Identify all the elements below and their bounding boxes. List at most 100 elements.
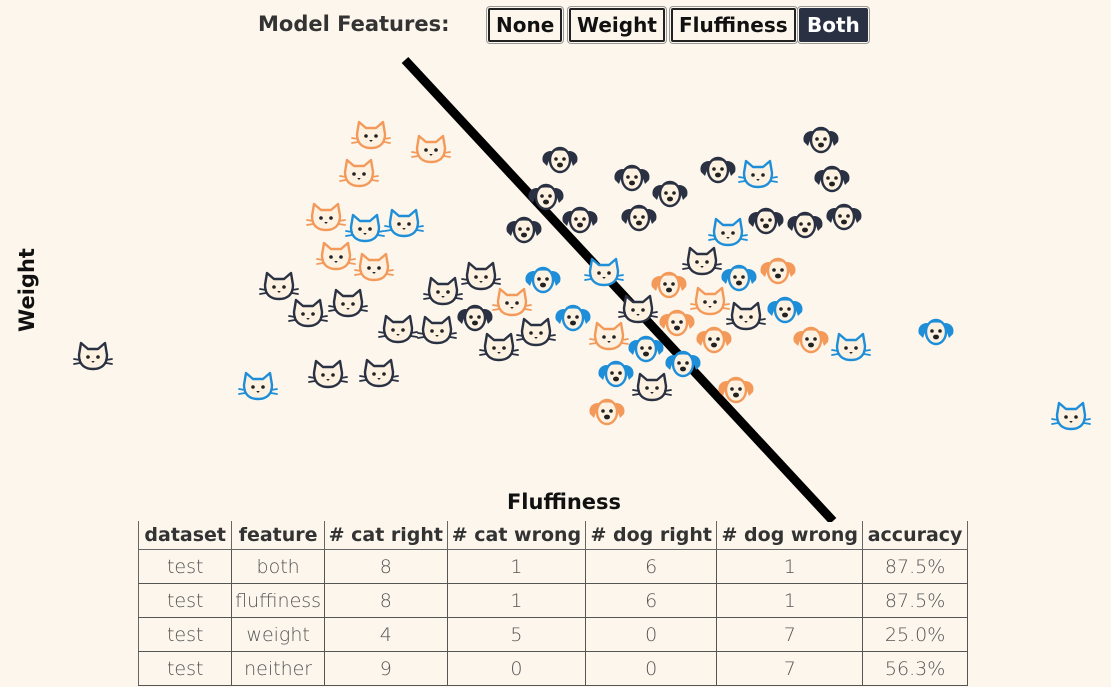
cell-dataset: test xyxy=(138,583,233,618)
dog-point-icon xyxy=(658,309,696,337)
decision-boundary-line xyxy=(401,56,837,522)
dog-point-icon xyxy=(825,203,863,231)
cat-point-icon xyxy=(327,288,369,318)
cell-cat-wrong: 1 xyxy=(446,549,587,584)
cat-point-icon xyxy=(307,359,349,389)
cell-dataset: test xyxy=(138,617,233,652)
cat-point-icon xyxy=(344,213,386,243)
cat-point-icon xyxy=(72,341,114,371)
feature-both-button[interactable]: Both xyxy=(799,8,868,42)
dog-point-icon xyxy=(786,211,824,239)
cat-point-icon xyxy=(460,261,502,291)
dog-point-icon xyxy=(759,257,797,285)
dog-point-icon xyxy=(766,296,804,324)
cat-point-icon xyxy=(491,287,533,317)
dog-point-icon xyxy=(456,304,494,332)
col-cat-right-header: # cat right xyxy=(324,521,448,550)
cell-feature: weight xyxy=(231,617,325,652)
cell-dog-wrong: 1 xyxy=(716,583,864,618)
cat-point-icon xyxy=(515,317,557,347)
col-dog-wrong-header: # dog wrong xyxy=(716,521,864,550)
dog-point-icon xyxy=(695,326,733,354)
dog-point-icon xyxy=(650,271,688,299)
cat-point-icon xyxy=(689,286,731,316)
dog-point-icon xyxy=(505,216,543,244)
cell-accuracy: 87.5% xyxy=(862,583,968,618)
table-header-row: dataset feature # cat right # cat wrong … xyxy=(138,521,968,550)
cat-point-icon xyxy=(287,298,329,328)
cat-point-icon xyxy=(338,158,380,188)
cell-feature: both xyxy=(231,549,325,584)
cat-point-icon xyxy=(707,217,749,247)
cell-cat-right: 8 xyxy=(323,583,448,618)
cell-cat-wrong: 5 xyxy=(446,617,587,652)
feature-weight-button[interactable]: Weight xyxy=(569,8,665,42)
cell-cat-wrong: 0 xyxy=(446,651,587,686)
cat-point-icon xyxy=(725,301,767,331)
cell-dog-wrong: 1 xyxy=(716,549,864,584)
cell-accuracy: 56.3% xyxy=(862,651,968,686)
cat-point-icon xyxy=(353,252,395,282)
cell-feature: fluffiness xyxy=(231,583,325,618)
table-row: test fluffiness 8 1 6 1 87.5% xyxy=(138,583,968,618)
results-table-container[interactable]: dataset feature # cat right # cat wrong … xyxy=(138,521,968,687)
col-cat-wrong-header: # cat wrong xyxy=(447,521,587,550)
dog-point-icon xyxy=(699,156,737,184)
cat-point-icon xyxy=(358,358,400,388)
cell-dataset: test xyxy=(138,651,233,686)
dog-point-icon xyxy=(627,335,665,363)
cat-point-icon xyxy=(350,120,392,150)
table-row: test both 8 1 6 1 87.5% xyxy=(138,549,968,584)
dog-point-icon xyxy=(747,207,785,235)
cell-dog-right: 0 xyxy=(585,651,718,686)
cat-point-icon xyxy=(258,271,300,301)
cell-dog-right: 6 xyxy=(585,549,718,584)
cell-accuracy: 87.5% xyxy=(862,549,968,584)
col-dog-right-header: # dog right xyxy=(585,521,718,550)
model-features-toolbar: Model Features: None Weight Fluffiness B… xyxy=(0,0,1111,52)
col-feature-header: feature xyxy=(231,521,325,550)
cat-point-icon xyxy=(315,241,357,271)
table-row: test neither 9 0 0 7 56.3% xyxy=(138,651,968,686)
cat-point-icon xyxy=(617,294,659,324)
dog-point-icon xyxy=(720,264,758,292)
dog-point-icon xyxy=(524,266,562,294)
cat-point-icon xyxy=(681,246,723,276)
dog-point-icon xyxy=(917,318,955,346)
scatter-plot xyxy=(72,56,1092,522)
dog-point-icon xyxy=(802,126,840,154)
dog-point-icon xyxy=(541,146,579,174)
model-features-label: Model Features: xyxy=(258,12,450,36)
cat-point-icon xyxy=(416,315,458,345)
cat-point-icon xyxy=(588,321,630,351)
cat-point-icon xyxy=(830,332,872,362)
dog-point-icon xyxy=(792,326,830,354)
cell-cat-right: 4 xyxy=(323,617,448,652)
cell-cat-wrong: 1 xyxy=(446,583,587,618)
cat-point-icon xyxy=(737,159,779,189)
y-axis-label: Weight xyxy=(15,248,39,332)
cat-point-icon xyxy=(478,332,520,362)
dog-point-icon xyxy=(813,165,851,193)
cell-dog-wrong: 7 xyxy=(716,617,864,652)
feature-none-button[interactable]: None xyxy=(488,8,563,42)
dog-point-icon xyxy=(613,164,651,192)
cat-point-icon xyxy=(237,371,279,401)
dog-point-icon xyxy=(527,183,565,211)
cat-point-icon xyxy=(410,134,452,164)
x-axis-label: Fluffiness xyxy=(506,490,622,514)
results-table: dataset feature # cat right # cat wrong … xyxy=(138,521,968,686)
cell-dog-wrong: 7 xyxy=(716,651,864,686)
dog-point-icon xyxy=(554,304,592,332)
table-row: test weight 4 5 0 7 25.0% xyxy=(138,617,968,652)
dog-point-icon xyxy=(561,206,599,234)
cat-point-icon xyxy=(383,208,425,238)
col-accuracy-header: accuracy xyxy=(862,521,968,550)
feature-fluffiness-button[interactable]: Fluffiness xyxy=(671,8,796,42)
cat-point-icon xyxy=(305,202,347,232)
cat-point-icon xyxy=(1050,401,1092,431)
cat-point-icon xyxy=(631,372,673,402)
cell-dataset: test xyxy=(138,549,233,584)
cell-feature: neither xyxy=(231,651,325,686)
cat-point-icon xyxy=(583,257,625,287)
